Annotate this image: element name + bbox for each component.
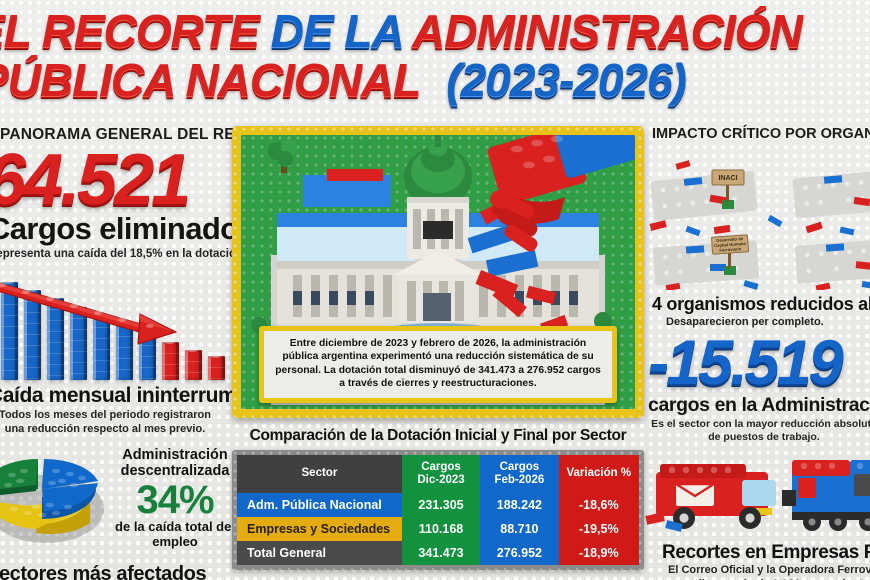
bar-4 (47, 294, 64, 381)
infographic-title: EL RECORTE DE LA ADMINISTRACIÓN PÚBLICA … (0, 0, 870, 118)
org-plate-3: Desarrollo de Capital Humano Ferroviario (653, 234, 759, 286)
title-line1-part-b: DE LA (270, 5, 412, 57)
total-cuts-subtext: Representa una caída del 18,5% en la dot… (0, 248, 346, 261)
row-1-variacion: -19,5% (558, 516, 639, 541)
dissolved-organisms-subtext: Desaparecieron per completo. (666, 316, 824, 328)
table-header-variacion: Variación % (558, 455, 639, 493)
bar-3 (24, 286, 41, 381)
table-header-dic2023: Cargos Dic-2023 (401, 455, 481, 493)
row-0-variacion: -18,6% (558, 492, 639, 517)
bar-chart-bars (0, 272, 228, 381)
bar-7 (116, 321, 133, 381)
comparison-table-frame: Sector Cargos Dic-2023 Cargos Feb-2026 V… (232, 450, 644, 570)
table-row: Empresas y Sociedades 110.168 88.710 -19… (237, 516, 639, 541)
header-dic-line1: Cargos (421, 461, 461, 473)
row-2-sector: Total General (237, 540, 402, 565)
org-sign-label-1: INACI (718, 175, 737, 182)
public-companies-subtext-line2: perdieron más de 9.000 cargos juntos. (648, 578, 870, 580)
train-locomotive (782, 460, 870, 532)
row-2-feb2026: 276.952 (480, 540, 559, 565)
org-plate-2 (792, 169, 870, 219)
row-0-dic2023: 231.305 (401, 492, 481, 517)
pie-chart-footer: Sectores más afectados (0, 562, 207, 580)
title-line2-years: (2023-2026) (446, 54, 687, 106)
table-header-feb2026: Cargos Feb-2026 (480, 455, 559, 493)
dome (404, 135, 472, 207)
central-admin-cuts-number: -15.519 (648, 328, 844, 398)
org-sign-label-2: Desarrollo de (716, 236, 744, 243)
svg-text:Ferroviario: Ferroviario (719, 246, 742, 253)
bar-2 (1, 278, 18, 381)
title-line-1: EL RECORTE DE LA ADMINISTRACIÓN (0, 5, 803, 57)
red-hand (487, 135, 635, 252)
public-companies-subtext-line1: El Correo Oficial y la Operadora Ferrovi… (668, 564, 870, 577)
table-title: Comparación de la Dotación Inicial y Fin… (249, 427, 627, 444)
center-column: Entre diciembre de 2023 y febrero de 202… (232, 126, 644, 570)
hero-caption: Entre diciembre de 2023 y febrero de 202… (259, 325, 617, 403)
pie-callout-percent: 34% (136, 478, 214, 523)
title-line1-part-a: EL RECORTE (0, 5, 271, 57)
dissolved-organisms-headline: 4 organismos reducidos al 0% (652, 294, 870, 314)
public-companies-visual (645, 446, 870, 542)
table-header-sector: Sector (237, 455, 402, 493)
left-section-kicker: PANORAMA GENERAL DEL RECORTE (0, 126, 291, 143)
hero-image-frame: Entre diciembre de 2023 y febrero de 202… (232, 126, 644, 418)
pie-slice-green (0, 458, 38, 495)
public-companies-headline: Recortes en Empresas Públicas (662, 542, 870, 564)
right-section-kicker: IMPACTO CRÍTICO POR ORGANISMO (652, 126, 870, 142)
right-column: IMPACTO CRÍTICO POR ORGANISMO INACI (645, 126, 870, 580)
header-feb-line1: Cargos (499, 461, 540, 473)
lego-mail-truck-and-train (645, 460, 870, 533)
header-dic-line2: Dic-2023 (417, 473, 465, 486)
central-admin-cuts-label: cargos en la Administración Central (648, 394, 870, 416)
bar-5 (70, 303, 87, 381)
row-1-dic2023: 110.168 (401, 516, 481, 541)
tree-left (268, 139, 297, 173)
title-line-2: PÚBLICA NACIONAL (2023-2026) (0, 54, 687, 106)
title-line1-part-c: ADMINISTRACIÓN (411, 5, 803, 57)
sectors-pie-chart-block: Administración descentralizada 34% de la… (0, 443, 238, 561)
header-sector-line1: Sector (301, 467, 338, 480)
total-cuts-number: 64.521 (0, 140, 191, 220)
row-2-dic2023: 341.473 (401, 540, 481, 565)
mail-truck (645, 464, 776, 533)
row-2-variacion: -18,9% (558, 540, 639, 565)
org-plate-4 (795, 238, 870, 284)
scattered-bricks (649, 160, 870, 290)
pie-chart (0, 458, 104, 543)
total-cuts-label: Cargos eliminados (0, 211, 256, 247)
lego-plates-with-signs: INACI (649, 160, 870, 290)
dissolved-organisms-visual: INACI (648, 148, 870, 290)
row-0-sector: Adm. Pública Nacional (237, 492, 402, 517)
bar-10 (185, 346, 202, 381)
row-1-feb2026: 88.710 (480, 516, 559, 541)
comparison-table: Sector Cargos Dic-2023 Cargos Feb-2026 V… (237, 455, 639, 565)
bar-8 (139, 330, 156, 381)
hero-lego-scene: Entre diciembre de 2023 y febrero de 202… (241, 135, 635, 409)
table-row: Total General 341.473 276.952 -18,9% (237, 540, 639, 565)
bar-9 (162, 338, 179, 381)
svg-text:Capital Humano: Capital Humano (714, 241, 747, 248)
bar-11 (208, 352, 225, 381)
pie-slice-blue (42, 458, 98, 519)
bar-6 (93, 312, 110, 381)
monthly-decline-bar-chart (0, 268, 238, 381)
row-0-feb2026: 188.242 (480, 492, 559, 517)
central-admin-cuts-subtext: Es el sector con la mayor reducción abso… (651, 418, 870, 444)
tree-bottom-right (594, 312, 612, 330)
left-column: PANORAMA GENERAL DEL RECORTE 64.521 Carg… (0, 126, 346, 580)
bar-chart-subcaption: Todos los meses del periodo registraron … (0, 409, 211, 435)
table-row: Adm. Pública Nacional 231.305 188.242 -1… (237, 492, 639, 517)
bar-chart-caption: Caída mensual ininterrumpida (0, 384, 278, 408)
title-line2-part-a: PÚBLICA NACIONAL (0, 54, 421, 106)
pie-callout-title: Administración descentralizada (120, 446, 230, 479)
org-plate-1: INACI (650, 169, 758, 222)
header-var-line1: Variación % (566, 467, 632, 480)
pie-chart-callout: Administración descentralizada 34% de la… (110, 447, 240, 550)
pie-callout-subtext: de la caída total del empleo (115, 519, 235, 549)
table-header-row: Sector Cargos Dic-2023 Cargos Feb-2026 V… (237, 455, 639, 493)
header-feb-line2: Feb-2026 (494, 473, 545, 486)
row-1-sector: Empresas y Sociedades (237, 516, 402, 541)
